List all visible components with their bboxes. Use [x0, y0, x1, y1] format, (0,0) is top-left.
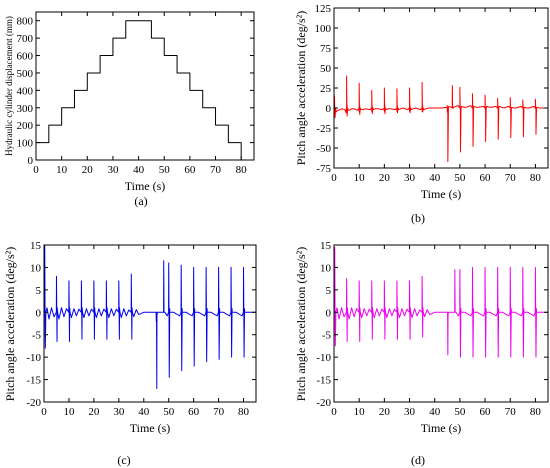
series-line-a [36, 20, 254, 161]
panel-label: (c) [117, 453, 130, 467]
y-tick-label: -15 [316, 375, 331, 387]
x-tick-label: 80 [530, 172, 542, 184]
x-tick-label: 10 [56, 164, 68, 176]
y-tick-label: 125 [315, 3, 332, 15]
y-tick-label: 200 [17, 120, 34, 132]
x-tick-label: 70 [505, 172, 517, 184]
x-axis-label: Time (s) [421, 187, 462, 201]
y-tick-label: 0 [36, 307, 42, 319]
y-tick-label: -25 [316, 123, 331, 135]
plot-frame-b [333, 7, 549, 169]
x-tick-label: 60 [480, 172, 492, 184]
series-line-d [334, 246, 548, 358]
x-tick-label: 50 [454, 406, 466, 418]
y-tick-label: 15 [30, 240, 42, 252]
y-tick-label: -50 [316, 143, 331, 155]
panel-label: (a) [134, 194, 147, 208]
y-tick-label: -10 [316, 352, 331, 364]
x-tick-label: 50 [159, 164, 171, 176]
x-axis-label: Time (s) [421, 421, 462, 435]
x-tick-label: 30 [404, 172, 416, 184]
y-tick-label: 10 [30, 262, 42, 274]
plot-frame-c [43, 244, 257, 403]
x-axis-label: Time (s) [125, 179, 166, 193]
x-tick-label: 20 [82, 164, 94, 176]
x-tick-label: 80 [530, 406, 542, 418]
y-tick-label: -20 [26, 397, 41, 409]
series-line-c [44, 244, 256, 390]
chart-panel-c: 0 10 20 30 40 50 60 70 80 -20 -15 -10 -5 0 5 10 15 Time (… [3, 240, 257, 467]
y-tick-label: 700 [17, 33, 34, 45]
x-tick-label: 30 [107, 164, 119, 176]
y-tick-label: -20 [316, 397, 331, 409]
x-tick-label: 40 [429, 172, 441, 184]
y-tick-label: 25 [320, 83, 332, 95]
y-tick-label: 600 [17, 51, 34, 63]
x-tick-label: 10 [354, 172, 366, 184]
panel-label: (d) [411, 453, 425, 467]
x-tick-label: 60 [188, 406, 200, 418]
y-tick-label: -5 [32, 330, 42, 342]
x-tick-label: 70 [505, 406, 517, 418]
x-tick-label: 10 [354, 406, 366, 418]
chart-panel-b: 0 10 20 30 40 50 60 70 80 -75 -50 -25 0 25 50 75 100 125 T… [294, 3, 549, 225]
y-tick-label: 15 [320, 240, 332, 252]
y-axis-label: Pitch angle acceleration (deg/s²) [3, 247, 17, 402]
plot-frame-a [35, 11, 255, 161]
y-tick-label: 0 [326, 307, 332, 319]
y-tick-label: 0 [28, 155, 34, 167]
y-tick-label: 800 [17, 16, 34, 28]
y-tick-label: 100 [315, 23, 332, 35]
y-tick-label: 75 [320, 43, 332, 55]
x-tick-label: 0 [41, 406, 47, 418]
y-tick-label: -75 [316, 163, 331, 175]
y-tick-label: 500 [17, 68, 34, 80]
y-tick-label: 5 [326, 285, 332, 297]
y-tick-label: -5 [322, 330, 332, 342]
x-tick-label: 30 [404, 406, 416, 418]
y-tick-label: 0 [326, 103, 332, 115]
x-tick-label: 80 [236, 164, 248, 176]
y-axis-label: Hydraulic cylinder displacement (mm) [4, 16, 14, 156]
y-axis-label: Pitch angle acceleration (deg/s²) [294, 11, 308, 166]
x-tick-label: 50 [163, 406, 175, 418]
x-tick-label: 40 [429, 406, 441, 418]
x-tick-label: 0 [331, 172, 337, 184]
y-axis-label: Pitch angle acceleration (deg/s²) [294, 247, 308, 402]
x-tick-label: 40 [138, 406, 150, 418]
plot-frame-d [333, 244, 549, 403]
x-tick-label: 20 [88, 406, 100, 418]
y-tick-label: 50 [320, 63, 332, 75]
x-axis-label: Time (s) [130, 421, 171, 435]
panel-label: (b) [411, 211, 425, 225]
x-tick-label: 20 [379, 172, 391, 184]
chart-panel-a: 0 10 20 30 40 50 60 70 8001002003004005006007008… [4, 11, 255, 208]
x-tick-label: 0 [331, 406, 337, 418]
x-tick-label: 80 [238, 406, 250, 418]
x-tick-label: 60 [480, 406, 492, 418]
chart-panel-d: 0 10 20 30 40 50 60 70 80 -20 -15 -10 -5 0 5 10 15 Time (… [294, 240, 549, 467]
y-tick-label: 5 [36, 285, 42, 297]
x-tick-label: 0 [33, 164, 39, 176]
x-tick-label: 50 [454, 172, 466, 184]
x-tick-label: 40 [133, 164, 145, 176]
x-tick-label: 10 [63, 406, 75, 418]
y-tick-label: 400 [17, 85, 34, 97]
y-tick-label: -15 [26, 375, 41, 387]
y-tick-label: 10 [320, 262, 332, 274]
x-tick-label: 60 [184, 164, 196, 176]
x-tick-label: 70 [210, 164, 222, 176]
x-tick-label: 70 [213, 406, 225, 418]
y-tick-label: 100 [17, 138, 34, 150]
x-tick-label: 30 [113, 406, 125, 418]
y-tick-label: -10 [26, 352, 41, 364]
series-line-b [333, 75, 548, 163]
y-tick-label: 300 [17, 103, 34, 115]
x-tick-label: 20 [379, 406, 391, 418]
